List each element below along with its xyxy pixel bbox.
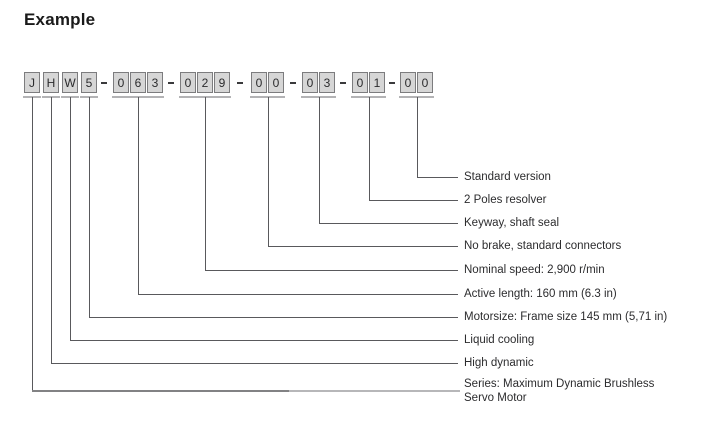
connector-horizontal-nominal-speed [205, 270, 458, 271]
group-underline-shaft-options [301, 96, 336, 98]
connector-horizontal-active-length [138, 294, 458, 295]
dash-separator [168, 82, 174, 84]
connector-vertical-series [32, 97, 33, 391]
dash-separator [290, 82, 296, 84]
code-label-nominal-speed: Nominal speed: 2,900 r/min [464, 264, 605, 276]
dash-separator [340, 82, 346, 84]
connector-vertical-motorsize [89, 97, 90, 317]
dash-separator [237, 82, 243, 84]
connector-vertical-nominal-speed [205, 97, 206, 270]
code-label-series-line1: Series: Maximum Dynamic Brushless [464, 378, 655, 390]
code-box-shaft-options: 3 [319, 72, 335, 93]
connector-horizontal-series [32, 390, 460, 392]
code-box-version: 0 [400, 72, 416, 93]
connector-vertical-shaft-options [319, 97, 320, 223]
connector-horizontal-dynamics [51, 363, 458, 364]
connector-horizontal-motorsize [89, 317, 458, 318]
code-box-dynamics: H [43, 72, 59, 93]
code-box-nominal-speed: 9 [214, 72, 230, 93]
group-underline-feedback [351, 96, 386, 98]
connector-horizontal-feedback [369, 200, 458, 201]
connector-vertical-version [417, 97, 418, 177]
code-box-shaft-options: 0 [302, 72, 318, 93]
dash-separator [101, 82, 107, 84]
code-label-dynamics: High dynamic [464, 357, 534, 369]
code-label-active-length: Active length: 160 mm (6.3 in) [464, 288, 617, 300]
code-box-cooling: W [62, 72, 78, 93]
code-box-brake-connectors: 0 [251, 72, 267, 93]
connector-horizontal-cooling [70, 340, 458, 341]
connector-vertical-active-length [138, 97, 139, 294]
group-underline-brake-connectors [250, 96, 285, 98]
group-underline-version [399, 96, 434, 98]
connector-horizontal-brake-connectors [268, 246, 458, 247]
page-title: Example [24, 10, 96, 29]
code-box-series: J [24, 72, 40, 93]
connector-horizontal-version [417, 177, 458, 178]
dash-separator [389, 82, 395, 84]
code-label-motorsize: Motorsize: Frame size 145 mm (5,71 in) [464, 311, 668, 323]
code-box-active-length: 3 [147, 72, 163, 93]
code-box-active-length: 6 [130, 72, 146, 93]
code-box-feedback: 1 [369, 72, 385, 93]
code-box-version: 0 [417, 72, 433, 93]
connector-vertical-dynamics [51, 97, 52, 363]
code-label-cooling: Liquid cooling [464, 334, 535, 346]
code-label-series-line2: Servo Motor [464, 392, 527, 404]
code-box-brake-connectors: 0 [268, 72, 284, 93]
code-box-active-length: 0 [113, 72, 129, 93]
code-label-version: Standard version [464, 171, 551, 183]
connector-vertical-feedback [369, 97, 370, 200]
code-label-brake-connectors: No brake, standard connectors [464, 240, 622, 252]
code-box-nominal-speed: 2 [197, 72, 213, 93]
code-label-shaft-options: Keyway, shaft seal [464, 217, 560, 229]
connector-vertical-brake-connectors [268, 97, 269, 246]
code-box-nominal-speed: 0 [180, 72, 196, 93]
code-box-motorsize: 5 [81, 72, 97, 93]
code-label-feedback: 2 Poles resolver [464, 194, 547, 206]
connector-horizontal-shaft-options [319, 223, 458, 224]
code-box-feedback: 0 [352, 72, 368, 93]
connector-vertical-cooling [70, 97, 71, 340]
